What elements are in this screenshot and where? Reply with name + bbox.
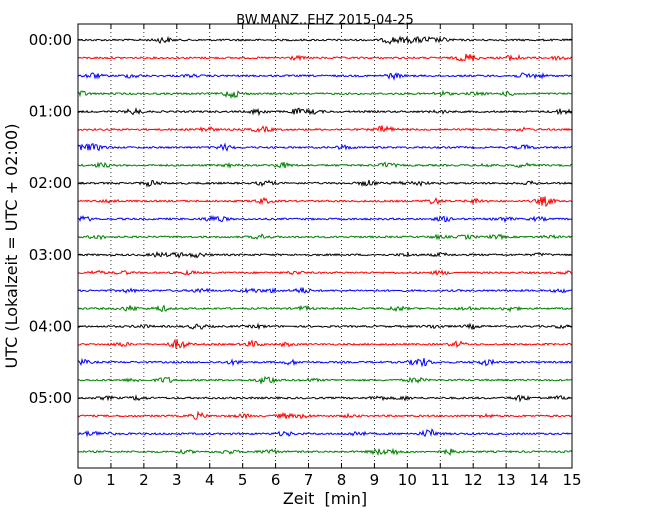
x-tick-label: 7 — [304, 471, 314, 489]
x-tick-label: 3 — [172, 471, 182, 489]
trace-0230 — [77, 214, 573, 224]
trace-0400 — [77, 322, 573, 331]
x-tick-label: 13 — [497, 471, 516, 489]
y-tick-label: 04:00 — [29, 317, 72, 335]
trace-0100 — [77, 106, 573, 117]
y-tick-label: 03:00 — [29, 246, 72, 264]
x-tick-label: 10 — [398, 471, 417, 489]
x-tick-label: 8 — [337, 471, 347, 489]
trace-0215 — [77, 196, 573, 208]
trace-0130 — [77, 142, 573, 152]
trace-0245 — [77, 233, 573, 241]
x-tick-label: 1 — [106, 471, 116, 489]
x-tick-label: 14 — [530, 471, 549, 489]
x-tick-label: 15 — [562, 471, 581, 489]
trace-0330 — [77, 286, 573, 294]
x-tick-label: 6 — [271, 471, 281, 489]
x-tick-label: 2 — [139, 471, 149, 489]
trace-0300 — [77, 250, 573, 259]
x-tick-label: 9 — [370, 471, 380, 489]
y-tick-label: 00:00 — [29, 31, 72, 49]
trace-0315 — [77, 269, 573, 276]
trace-0030 — [77, 72, 573, 82]
x-tick-label: 4 — [205, 471, 215, 489]
trace-0200 — [77, 179, 573, 188]
y-tick-label: 02:00 — [29, 174, 72, 192]
trace-0515 — [77, 410, 573, 420]
trace-0345 — [77, 304, 573, 313]
trace-0430 — [77, 357, 573, 368]
x-tick-label: 11 — [431, 471, 450, 489]
trace-0545 — [77, 447, 573, 456]
trace-0500 — [77, 394, 573, 403]
chart-title: BW.MANZ..EHZ 2015-04-25 — [236, 13, 414, 28]
y-axis: 00:00 01:00 02:00 03:00 04:00 05:00 — [29, 31, 572, 407]
trace-0115 — [77, 125, 573, 133]
x-grid — [110, 24, 540, 468]
trace-group — [77, 35, 573, 456]
trace-0530 — [77, 428, 573, 438]
y-axis-label: UTC (Lokalzeit = UTC + 02:00) — [2, 124, 21, 369]
x-axis: 0 1 2 3 4 5 6 7 8 9 10 11 12 13 14 15 — [73, 24, 582, 489]
trace-0000 — [77, 35, 573, 45]
trace-0415 — [77, 338, 573, 350]
y-tick-label: 01:00 — [29, 103, 72, 121]
trace-0145 — [77, 161, 573, 169]
trace-0045 — [77, 89, 573, 100]
x-tick-label: 5 — [238, 471, 248, 489]
trace-0015 — [77, 53, 573, 62]
plot-frame — [77, 23, 573, 469]
y-tick-label: 05:00 — [29, 389, 72, 407]
x-tick-label: 0 — [73, 471, 83, 489]
x-tick-label: 12 — [464, 471, 483, 489]
trace-0445 — [77, 375, 573, 384]
x-axis-label: Zeit [min] — [283, 489, 367, 508]
